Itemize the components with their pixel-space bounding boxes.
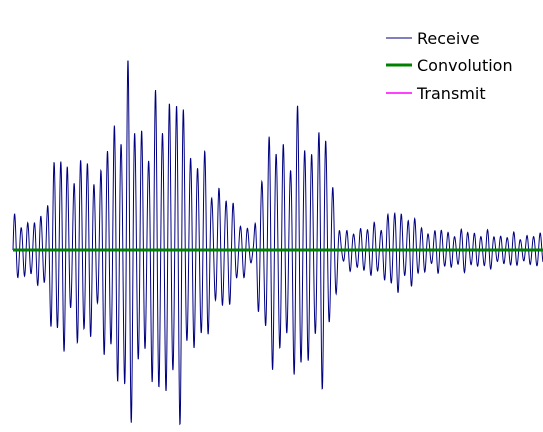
legend: Receive Convolution Transmit <box>386 29 513 103</box>
series-line-receive <box>12 60 543 426</box>
plot-area <box>12 60 543 426</box>
legend-label-transmit: Transmit <box>416 84 486 103</box>
legend-label-convolution: Convolution <box>417 56 513 75</box>
legend-label-receive: Receive <box>417 29 480 48</box>
